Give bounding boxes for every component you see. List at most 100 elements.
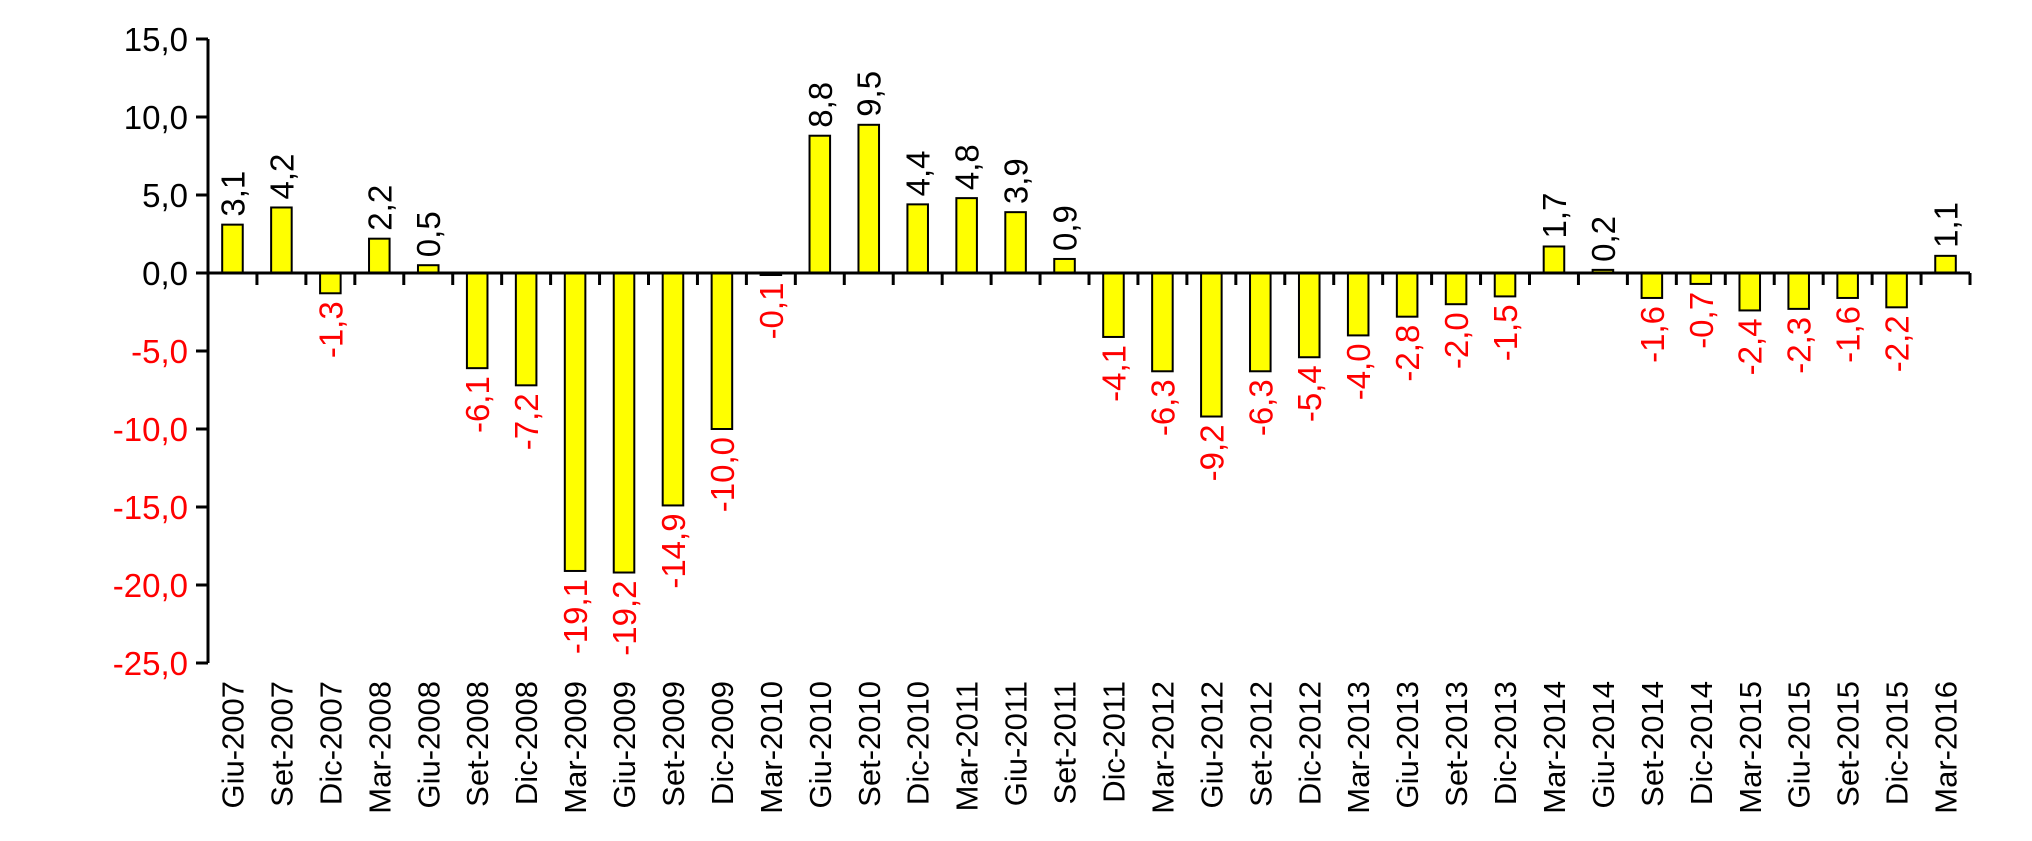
bar: [1200, 272, 1223, 418]
bar: [270, 206, 293, 274]
category-label: Giu-2009: [607, 681, 642, 809]
data-label: 2,2: [361, 185, 398, 231]
data-label: 0,2: [1585, 216, 1622, 262]
data-label: 9,5: [851, 71, 888, 117]
category-label: Giu-2014: [1586, 681, 1621, 809]
bar: [1689, 272, 1713, 285]
bar: [1151, 272, 1174, 373]
y-tick-label: -20,0: [113, 567, 188, 604]
bar: [1249, 272, 1272, 373]
data-label: -2,4: [1732, 318, 1769, 375]
category-label: Dic-2008: [509, 681, 544, 805]
bar: [1102, 272, 1125, 338]
y-tick-label: 5,0: [142, 177, 188, 214]
data-label: -6,3: [1144, 379, 1181, 436]
data-label: -0,1: [753, 283, 790, 340]
category-label: Mar-2013: [1341, 681, 1376, 814]
category-label: Set-2011: [1048, 681, 1083, 805]
bar: [1493, 272, 1517, 298]
y-tick-label: 10,0: [124, 99, 188, 136]
category-label: Set-2010: [852, 681, 887, 807]
bar: [1885, 272, 1908, 309]
data-label: -6,1: [459, 376, 496, 433]
data-label: -1,6: [1830, 306, 1867, 363]
data-label: -5,4: [1291, 365, 1328, 422]
bar: [563, 272, 587, 572]
bar: [221, 223, 244, 274]
category-label: Set-2007: [264, 681, 299, 807]
data-label: -6,3: [1242, 379, 1279, 436]
bar: [1297, 272, 1321, 359]
bar: [368, 237, 391, 274]
category-label: Giu-2010: [803, 681, 838, 809]
y-tick-label: -15,0: [113, 489, 188, 526]
data-label: -14,9: [655, 513, 692, 588]
category-label: Dic-2009: [705, 681, 740, 805]
y-tick-label: -25,0: [113, 645, 188, 682]
bar: [612, 272, 636, 574]
category-label: Set-2009: [656, 681, 691, 807]
bar: [465, 272, 489, 370]
bar: [1836, 272, 1859, 299]
category-label: Mar-2014: [1537, 681, 1572, 814]
bar: [1640, 272, 1664, 299]
bar: [319, 272, 342, 295]
data-label: -2,2: [1879, 315, 1916, 372]
data-label: -10,0: [704, 437, 741, 512]
category-label: Dic-2014: [1684, 681, 1719, 805]
y-tick-label: -5,0: [131, 333, 188, 370]
category-label: Dic-2015: [1880, 681, 1915, 805]
data-label: -0,7: [1683, 292, 1720, 349]
category-label: Mar-2016: [1929, 681, 1964, 814]
category-label: Dic-2012: [1292, 681, 1327, 805]
bar: [808, 134, 832, 274]
data-label: -1,5: [1487, 304, 1524, 361]
data-label: 0,9: [1047, 205, 1084, 251]
bar: [1934, 254, 1957, 274]
bar: [1053, 257, 1076, 274]
category-label: Dic-2007: [313, 681, 348, 805]
data-label: -1,3: [312, 301, 349, 358]
bar: [1346, 272, 1370, 337]
data-label: -4,1: [1095, 345, 1132, 402]
y-tick-label: 15,0: [124, 21, 188, 58]
data-label: -19,2: [606, 581, 643, 656]
data-label: 4,2: [263, 154, 300, 200]
data-label: -2,0: [1438, 312, 1475, 369]
data-label: 1,7: [1536, 193, 1573, 239]
data-label: -19,1: [557, 579, 594, 654]
data-label: -1,6: [1634, 306, 1671, 363]
bar: [661, 272, 685, 507]
data-label: -4,0: [1340, 343, 1377, 400]
data-label: 3,1: [214, 171, 251, 217]
bar: [1542, 245, 1566, 274]
data-label: 1,1: [1928, 202, 1965, 248]
category-label: Mar-2010: [754, 681, 789, 814]
bar: [906, 203, 929, 274]
category-label: Set-2013: [1439, 681, 1474, 807]
bar: [710, 272, 734, 430]
category-label: Giu-2007: [215, 681, 250, 809]
category-label: Giu-2013: [1390, 681, 1425, 809]
category-label: Mar-2009: [558, 681, 593, 814]
bar: [514, 272, 538, 387]
bar: [1787, 272, 1810, 310]
category-labels: Giu-2007 Set-2007 Dic-2007 Mar-2008 Giu-2008…: [215, 681, 1963, 814]
data-label: -2,8: [1389, 325, 1426, 382]
y-tick-label: -10,0: [113, 411, 188, 448]
bar: [955, 197, 978, 274]
category-label: Mar-2015: [1733, 681, 1768, 814]
data-label: -9,2: [1193, 425, 1230, 482]
x-axis: [206, 271, 1972, 285]
bar: [1444, 272, 1468, 306]
bar: [857, 123, 881, 274]
bar: [1395, 272, 1419, 318]
category-label: Mar-2012: [1145, 681, 1180, 814]
data-label: -2,3: [1781, 317, 1818, 374]
category-label: Set-2014: [1635, 681, 1670, 807]
category-label: Giu-2008: [411, 681, 446, 809]
y-tick-label: 0,0: [142, 255, 188, 292]
category-label: Mar-2008: [362, 681, 397, 814]
data-label: 8,8: [802, 82, 839, 128]
bar: [1004, 211, 1027, 275]
